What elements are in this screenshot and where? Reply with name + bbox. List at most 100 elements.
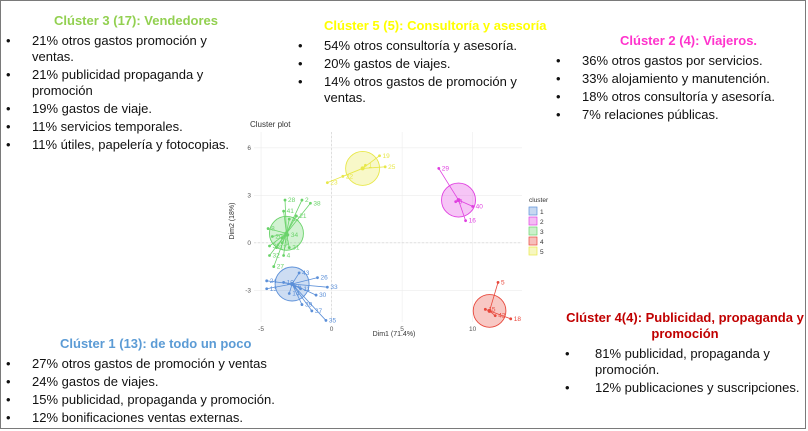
cluster-ray xyxy=(458,199,473,207)
cluster-center xyxy=(290,282,295,286)
data-point xyxy=(309,201,312,205)
data-point xyxy=(464,219,467,223)
data-point xyxy=(268,244,271,248)
point-label: 24 xyxy=(270,278,278,285)
x-axis-label: Dim1 (71.4%) xyxy=(373,331,416,338)
data-point xyxy=(294,214,298,218)
legend-entry: 3 xyxy=(540,229,544,236)
data-point xyxy=(265,279,269,283)
data-point xyxy=(300,303,304,306)
point-label: 31 xyxy=(292,245,300,252)
list-item: 21% publicidad propaganda y promoción xyxy=(6,67,236,99)
list-item: 12% bonificaciones ventas externas. xyxy=(6,410,286,426)
legend-swatch xyxy=(528,226,538,236)
point-label: 20 xyxy=(275,234,283,241)
cluster-ray xyxy=(286,233,290,248)
data-point xyxy=(266,227,270,230)
cluster-ray xyxy=(292,283,328,288)
data-point xyxy=(483,307,487,311)
cluster-ray xyxy=(362,166,386,169)
cluster-ray xyxy=(291,272,300,285)
point-label: 2 xyxy=(305,197,309,204)
point-label: 39 xyxy=(305,302,313,309)
data-point xyxy=(509,317,513,321)
data-point xyxy=(265,287,269,291)
y-tick-label: -3 xyxy=(245,287,251,294)
point-label: 41 xyxy=(287,208,295,215)
cluster-3-list: 21% otros gastos promoción y ventas. 21%… xyxy=(6,33,236,153)
point-label: 33 xyxy=(330,284,338,291)
point-label: 26 xyxy=(320,275,328,282)
cluster-ray xyxy=(489,282,499,312)
point-label: 15 xyxy=(488,306,496,313)
cluster-ray xyxy=(284,200,287,234)
data-point xyxy=(287,217,291,221)
cluster-3-summary: Clúster 3 (17): Vendedores 21% otros gas… xyxy=(6,13,236,155)
cluster-ray xyxy=(286,219,290,234)
point-label: 17 xyxy=(280,245,288,252)
cluster-ray xyxy=(489,310,511,320)
data-point xyxy=(325,181,329,185)
data-point xyxy=(297,271,301,275)
data-point xyxy=(280,241,284,245)
cluster-center xyxy=(360,166,365,171)
data-point xyxy=(268,254,271,257)
legend-swatch xyxy=(528,236,538,246)
list-item: 11% servicios temporales. xyxy=(6,119,236,135)
list-item: 19% gastos de viaje. xyxy=(6,101,236,117)
cluster-2-title: Clúster 2 (4): Viajeros. xyxy=(620,33,758,48)
list-item: 20% gastos de viajes. xyxy=(298,56,553,72)
point-label: 35 xyxy=(329,317,337,324)
point-label: 38 xyxy=(313,200,321,207)
data-point xyxy=(287,292,291,295)
point-label: 21 xyxy=(299,213,307,220)
y-tick-label: 6 xyxy=(247,145,251,152)
data-point xyxy=(496,281,500,284)
point-label: 43 xyxy=(302,270,310,277)
list-item: 24% gastos de viajes. xyxy=(6,374,286,390)
data-point xyxy=(454,200,458,204)
data-point xyxy=(282,209,286,213)
cluster-4-list: 81% publicidad, propaganda y promoción. … xyxy=(565,346,805,396)
point-label: 29 xyxy=(442,165,450,172)
point-label: 42 xyxy=(498,313,506,320)
cluster-ray xyxy=(291,283,313,312)
cluster-5-summary: Clúster 5 (5): Consultoría y asesoría 54… xyxy=(298,18,553,108)
point-label: 34 xyxy=(291,232,299,239)
cluster-1-list: 27% otros gastos de promoción y ventas 2… xyxy=(6,356,286,426)
list-item: 81% publicidad, propaganda y promoción. xyxy=(565,346,805,378)
cluster-ray xyxy=(291,277,318,285)
point-label: 12 xyxy=(292,216,300,223)
data-point xyxy=(316,276,319,280)
cluster-ray xyxy=(342,168,363,177)
cluster-2-summary: Clúster 2 (4): Viajeros. 36% otros gasto… xyxy=(556,33,806,125)
legend-swatch xyxy=(528,206,538,216)
point-label: 11 xyxy=(304,286,311,293)
point-label: 40 xyxy=(476,203,484,210)
x-tick-label: -5 xyxy=(258,326,264,333)
list-item: 36% otros gastos por servicios. xyxy=(556,53,806,69)
cluster-4-summary: Clúster 4(4): Publicidad, propaganda y p… xyxy=(565,310,805,398)
list-item: 14% otros gastos de promoción y ventas. xyxy=(298,74,553,106)
data-point xyxy=(310,309,314,313)
list-item: 15% publicidad, propaganda y promoción. xyxy=(6,392,286,408)
cluster-ray xyxy=(266,280,293,285)
cluster-ray xyxy=(291,283,317,296)
list-item: 27% otros gastos de promoción y ventas xyxy=(6,356,286,372)
data-point xyxy=(437,167,441,170)
point-label: 4 xyxy=(287,253,291,260)
cluster-ray xyxy=(291,283,327,321)
point-label: 28 xyxy=(288,197,296,204)
cluster-ray xyxy=(268,228,287,234)
legend-title: cluster xyxy=(529,197,549,204)
point-label: 5 xyxy=(501,279,505,286)
cluster-ray xyxy=(286,199,303,234)
cluster-ray xyxy=(269,233,287,256)
cluster-1-summary: Clúster 1 (13): de todo un poco 27% otro… xyxy=(6,336,286,428)
point-label: 37 xyxy=(315,308,323,315)
x-tick-label: 0 xyxy=(330,326,334,333)
legend-swatch xyxy=(528,246,538,256)
